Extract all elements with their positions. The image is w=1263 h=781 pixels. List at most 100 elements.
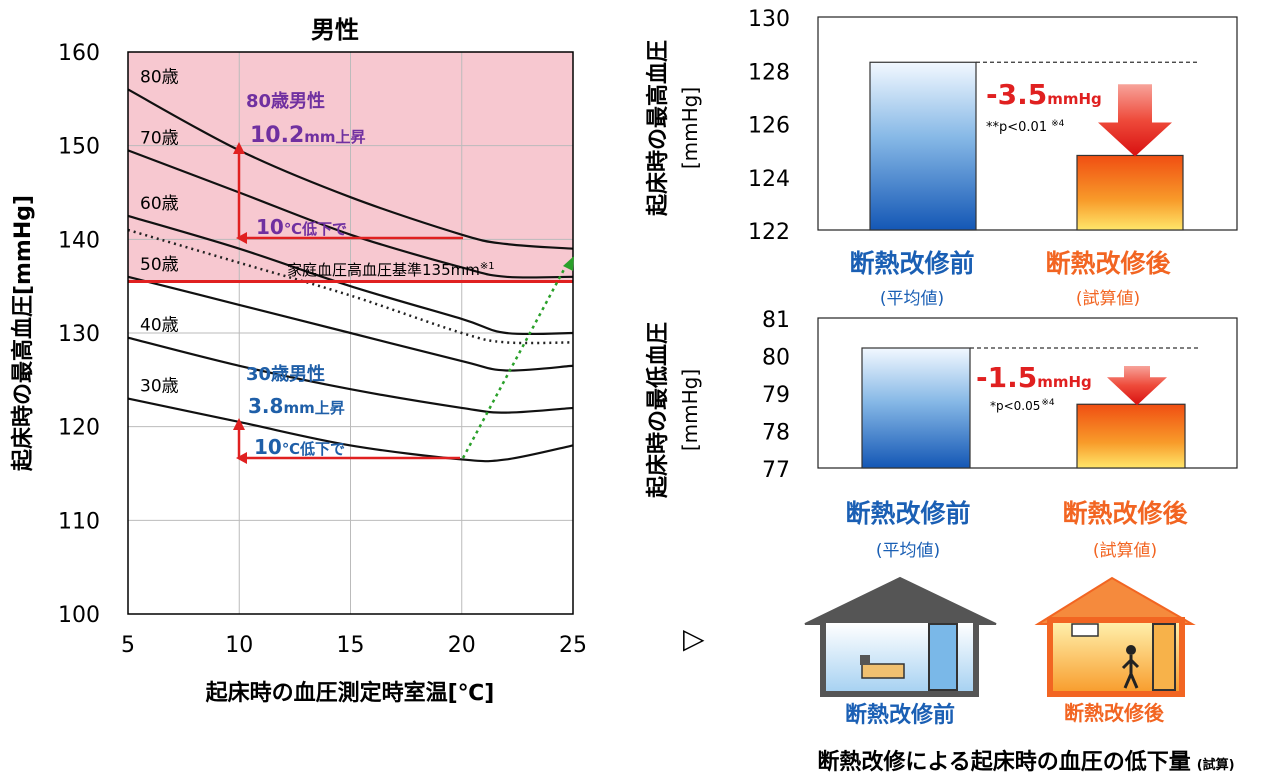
play-triangle-icon: ▷ — [683, 622, 705, 655]
bar-before — [861, 347, 971, 469]
callout-30-drop-value: 10 — [254, 435, 282, 459]
top-significance-text: **p<0.01 — [986, 120, 1047, 135]
y-tick-label: 130 — [58, 322, 100, 347]
bottom-significance: *p<0.05※4 — [990, 398, 1055, 413]
bottom-diff: -1.5mmHg — [976, 361, 1092, 394]
bottom-bar-ylabel-2: [mmHg] — [678, 369, 702, 451]
footer-note: (試算) — [1197, 757, 1235, 773]
callout-30-sex: 男性 — [289, 363, 325, 385]
x-tick-label: 25 — [559, 633, 587, 658]
y-tick-label: 150 — [58, 135, 100, 160]
top-bar-ylabel-2: [mmHg] — [678, 87, 702, 169]
y-tick-label: 120 — [58, 416, 100, 441]
house-before-icon — [804, 576, 997, 697]
bottom-bar-y-ticks: 77 78 79 80 81 — [762, 308, 790, 483]
top-before-sub: (平均値) — [880, 289, 944, 309]
series-label: 50歳 — [140, 255, 179, 275]
bar-y-tick-label: 81 — [762, 308, 790, 333]
series-line — [127, 149, 574, 279]
callout-80-drop-value: 10 — [256, 215, 284, 239]
svg-text:10.2mm上昇: 10.2mm上昇 — [250, 123, 366, 148]
y-tick-label: 160 — [58, 41, 100, 66]
house-after-label: 断熱改修後 — [1064, 701, 1165, 725]
callout-80-unit: mm上昇 — [304, 128, 365, 146]
callout-30-drop-text: ℃低下で — [282, 440, 345, 458]
callout-30: 30歳男性 3.8mm上昇 10℃低下で — [233, 363, 460, 464]
reference-label-text: 家庭血圧高血圧基準135mm — [287, 261, 480, 279]
series-line — [127, 397, 574, 463]
bottom-diff-value: -1.5 — [976, 361, 1037, 394]
bottom-diff-unit: mmHg — [1037, 373, 1092, 391]
series-label: 60歳 — [140, 194, 179, 214]
bar-y-tick-label: 124 — [748, 167, 790, 192]
green-arrowhead — [563, 256, 574, 271]
series-label: 30歳 — [140, 377, 179, 397]
bar-y-tick-label: 130 — [748, 7, 790, 32]
series-line — [127, 88, 574, 250]
footer-caption: 断熱改修による起床時の血圧の低下量 (試算) — [817, 749, 1234, 775]
bar-before — [869, 61, 977, 231]
y-tick-label: 140 — [58, 228, 100, 253]
age-labels: 80歳 70歳 60歳 50歳 40歳 30歳 — [140, 67, 179, 396]
left-chart-title: 男性 — [311, 16, 359, 44]
bottom-after-label: 断熱改修後 — [1062, 499, 1188, 528]
top-after-label: 断熱改修後 — [1045, 249, 1171, 278]
bar-y-tick-label: 126 — [748, 114, 790, 139]
bar-y-tick-label: 78 — [762, 421, 790, 446]
series-label: 80歳 — [140, 67, 179, 87]
callout-30-age: 30歳 — [246, 364, 289, 385]
x-tick-label: 15 — [337, 633, 365, 658]
reference-note: ※1 — [480, 261, 495, 272]
bottom-after-sub: (試算値) — [1093, 541, 1157, 561]
top-significance: **p<0.01 ※4 — [986, 119, 1065, 135]
callout-80-age: 80歳 — [246, 91, 289, 112]
svg-text:30歳男性: 30歳男性 — [246, 363, 325, 385]
series-line-dotted — [127, 228, 574, 345]
person-icon — [1126, 645, 1136, 655]
x-tick-label: 10 — [225, 633, 253, 658]
top-bar-y-ticks: 122 124 126 128 130 — [748, 7, 790, 245]
top-significance-note: ※4 — [1051, 119, 1065, 129]
left-y-ticks: 100 110 120 130 140 150 160 — [58, 41, 100, 628]
callout-30-value: 3.8 — [248, 394, 283, 418]
decrease-arrow-icon — [1098, 84, 1172, 157]
callout-80-value: 10.2 — [250, 123, 304, 148]
svg-text:10℃低下で: 10℃低下で — [254, 435, 345, 459]
callout-30-arrowhead-up — [233, 418, 245, 430]
bar-y-tick-label: 79 — [762, 383, 790, 408]
plot-frame — [127, 51, 574, 615]
top-diff: -3.5mmHg — [986, 78, 1102, 111]
left-x-ticks: 5 10 15 20 25 — [121, 633, 587, 658]
bottom-bar-ylabel-1: 起床時の最低血圧 — [645, 322, 671, 499]
svg-text:10℃低下で: 10℃低下で — [256, 215, 347, 239]
y-tick-label: 100 — [58, 603, 100, 628]
top-after-sub: (試算値) — [1076, 289, 1140, 309]
top-diff-unit: mmHg — [1047, 90, 1102, 108]
callout-80-sex: 男性 — [289, 90, 325, 112]
footer-main: 断熱改修による起床時の血圧の低下量 — [817, 749, 1190, 775]
series-line — [127, 214, 574, 336]
bar-y-tick-label: 128 — [748, 60, 790, 85]
left-xlabel: 起床時の血圧測定時室温[℃] — [205, 680, 495, 706]
series-line — [127, 275, 574, 372]
callout-80-arrowhead-up — [233, 142, 245, 154]
callout-80-drop-text: ℃低下で — [284, 220, 347, 238]
bp-curves — [127, 88, 574, 463]
bottom-bar-chart — [817, 317, 1238, 469]
left-ylabel: 起床時の最高血圧[mmHg] — [10, 195, 36, 472]
house-before-label: 断熱改修前 — [845, 702, 955, 728]
svg-text:3.8mm上昇: 3.8mm上昇 — [248, 394, 345, 418]
bottom-significance-note: ※4 — [1041, 398, 1055, 408]
callout-30-arrowhead-left — [236, 452, 247, 464]
green-rise-arrow — [461, 256, 574, 459]
left-plot-area — [127, 51, 574, 615]
series-line — [127, 336, 574, 414]
top-diff-value: -3.5 — [986, 78, 1047, 111]
series-label: 40歳 — [140, 316, 179, 336]
bottom-before-label: 断熱改修前 — [845, 499, 970, 528]
callout-30-unit: mm上昇 — [283, 399, 344, 417]
x-tick-label: 5 — [121, 633, 135, 658]
series-label: 70歳 — [140, 128, 179, 148]
bar-y-tick-label: 80 — [762, 346, 790, 371]
